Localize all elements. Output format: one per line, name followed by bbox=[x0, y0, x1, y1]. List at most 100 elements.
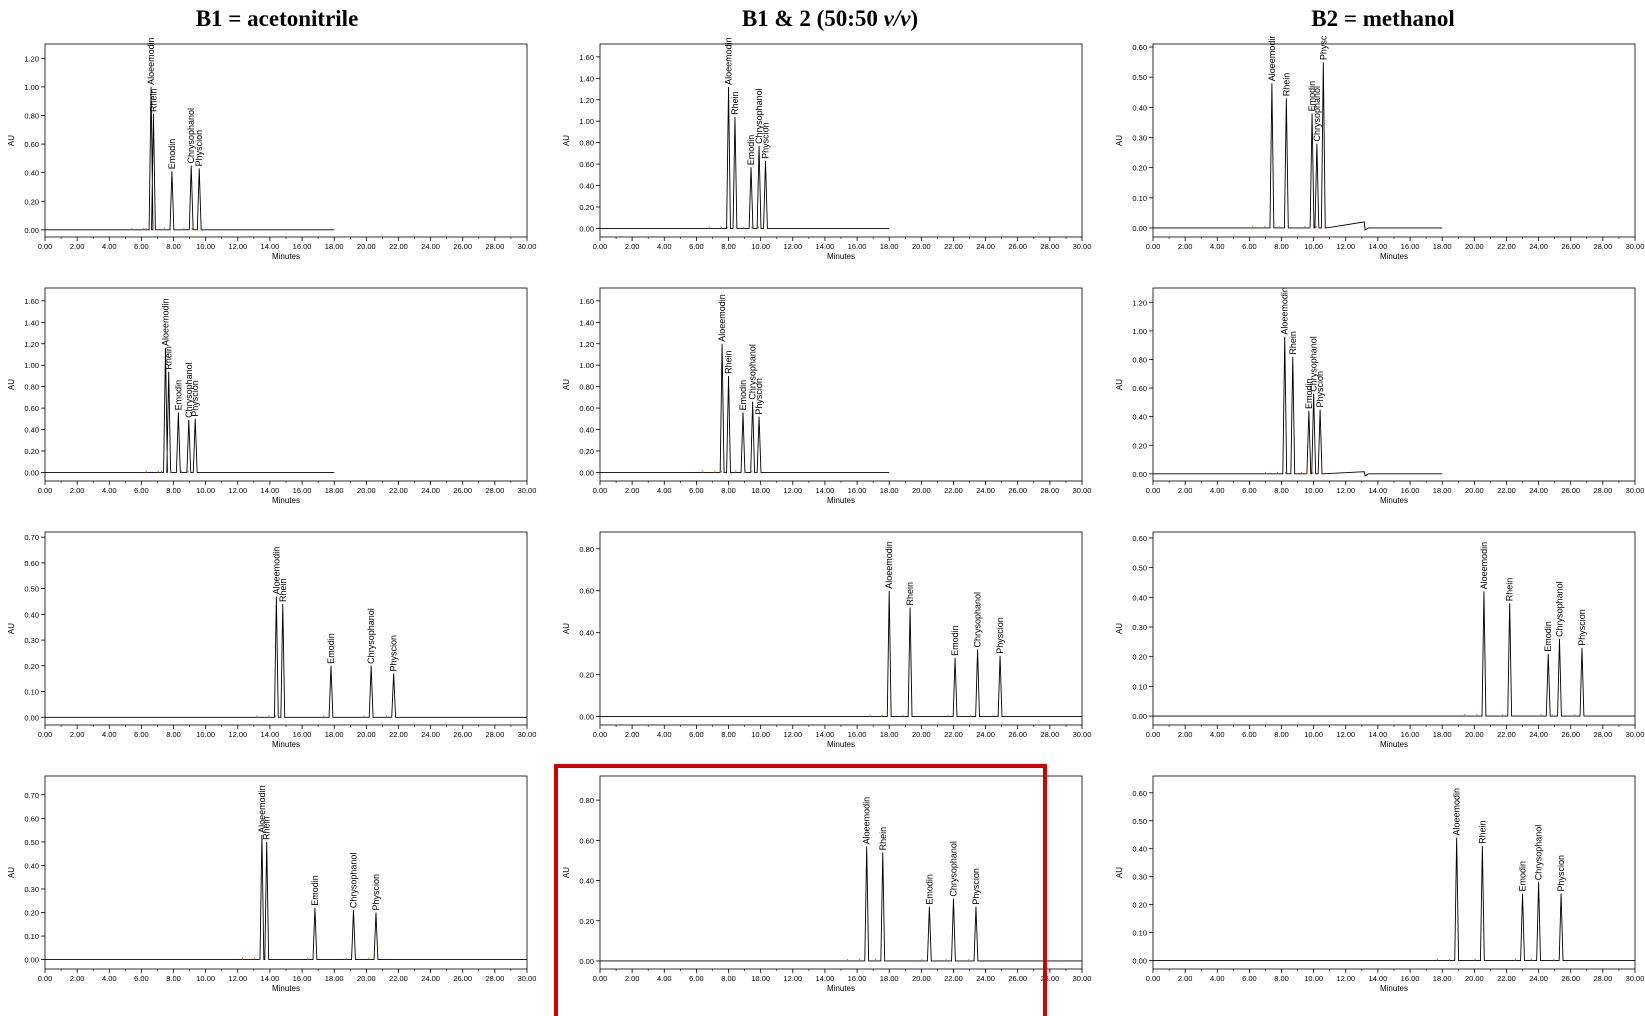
x-tick-label: 12.00 bbox=[783, 974, 802, 983]
chromatogram-trace bbox=[45, 348, 335, 473]
x-tick-label: 22.00 bbox=[1497, 242, 1516, 251]
chromatogram-trace bbox=[1153, 336, 1443, 477]
chromatogram-panel-r1-c2: 0.00 0.20 0.40 0.60 0.80 1.00 1.20 AU 0.00 2.00 4.… bbox=[1115, 287, 1644, 505]
peak-label: Aloeemodin bbox=[271, 547, 281, 595]
x-tick-label: 0.00 bbox=[38, 242, 53, 251]
x-tick-label: 8.00 bbox=[1274, 974, 1289, 983]
y-tick-label: 0.20 bbox=[1132, 653, 1147, 662]
peak-label: Aloeemodin bbox=[1479, 542, 1489, 590]
peak-label: Aloeemodin bbox=[1452, 788, 1462, 836]
x-tick-label: 28.00 bbox=[485, 486, 504, 495]
peak-label: Physcion bbox=[760, 122, 770, 159]
x-tick-label: 14.00 bbox=[261, 974, 280, 983]
x-tick-label: 20.00 bbox=[1465, 486, 1484, 495]
x-tick-label: 14.00 bbox=[261, 486, 280, 495]
x-tick-label: 24.00 bbox=[976, 242, 995, 251]
column-title-b1: B1 = acetonitrile bbox=[195, 6, 359, 31]
peak-label: Emodin bbox=[167, 139, 177, 170]
peak-label: Emodin bbox=[1307, 81, 1317, 112]
y-tick-label: 0.10 bbox=[24, 688, 39, 697]
peak-label: Aloeemodin bbox=[1280, 287, 1290, 335]
x-tick-label: 30.00 bbox=[1073, 242, 1092, 251]
x-tick-label: 20.00 bbox=[912, 974, 931, 983]
peak-label: Aloeemodin bbox=[146, 37, 156, 85]
x-tick-label: 14.00 bbox=[261, 730, 280, 739]
x-tick-label: 6.00 bbox=[689, 242, 704, 251]
x-tick-label: 24.00 bbox=[976, 974, 995, 983]
x-tick-label: 30.00 bbox=[1073, 974, 1092, 983]
x-tick-label: 18.00 bbox=[880, 242, 899, 251]
y-tick-label: 0.10 bbox=[1132, 682, 1147, 691]
peak-label: Physcion bbox=[190, 380, 200, 417]
peak-label: Aloeemodin bbox=[161, 299, 171, 347]
x-tick-label: 6.00 bbox=[689, 730, 704, 739]
y-tick-label: 0.60 bbox=[579, 587, 594, 596]
x-tick-label: 26.00 bbox=[1561, 486, 1580, 495]
y-tick-label: 1.20 bbox=[24, 340, 39, 349]
y-tick-label: 0.20 bbox=[24, 662, 39, 671]
x-tick-label: 12.00 bbox=[783, 242, 802, 251]
y-tick-label: 1.00 bbox=[579, 361, 594, 370]
y-tick-label: 0.70 bbox=[24, 533, 39, 542]
peak-label: Emodin bbox=[1543, 621, 1553, 652]
y-tick-label: 0.20 bbox=[579, 917, 594, 926]
y-tick-label: 0.20 bbox=[1132, 441, 1147, 450]
peak-label: Emodin bbox=[950, 625, 960, 656]
peak-label: Rhein bbox=[730, 91, 740, 115]
x-tick-label: 18.00 bbox=[325, 242, 344, 251]
x-tick-label: 6.00 bbox=[1242, 730, 1257, 739]
x-tick-label: 22.00 bbox=[389, 730, 408, 739]
x-tick-label: 12.00 bbox=[228, 486, 247, 495]
y-tick-label: 1.60 bbox=[579, 297, 594, 306]
y-tick-label: 0.40 bbox=[1132, 845, 1147, 854]
column-title-mix-unit: v/v bbox=[883, 6, 911, 31]
x-axis-label: Minutes bbox=[1380, 740, 1408, 749]
y-tick-label: 0.80 bbox=[24, 111, 39, 120]
y-tick-label: 0.50 bbox=[24, 585, 39, 594]
x-tick-label: 0.00 bbox=[1146, 730, 1161, 739]
y-tick-label: 1.20 bbox=[1132, 298, 1147, 307]
x-tick-label: 16.00 bbox=[848, 730, 867, 739]
y-tick-label: 0.50 bbox=[1132, 564, 1147, 573]
chromatogram-panel-r0-c1: 0.00 0.20 0.40 0.60 0.80 1.00 1.20 1.40 1.60 AU 0.… bbox=[562, 37, 1092, 261]
x-tick-label: 26.00 bbox=[1008, 242, 1027, 251]
x-tick-label: 2.00 bbox=[1178, 486, 1193, 495]
y-tick-label: 0.20 bbox=[24, 447, 39, 456]
x-tick-label: 20.00 bbox=[357, 730, 376, 739]
x-tick-label: 28.00 bbox=[1593, 242, 1612, 251]
x-tick-label: 22.00 bbox=[944, 974, 963, 983]
x-tick-label: 22.00 bbox=[944, 730, 963, 739]
y-tick-label: 0.00 bbox=[1132, 712, 1147, 721]
x-tick-label: 4.00 bbox=[657, 242, 672, 251]
x-tick-label: 2.00 bbox=[625, 730, 640, 739]
peak-label: Chrysophanol bbox=[754, 88, 764, 144]
y-tick-label: 0.00 bbox=[1132, 470, 1147, 479]
plot-frame bbox=[599, 531, 1083, 726]
peak-label: Physcion bbox=[971, 868, 981, 905]
x-tick-label: 16.00 bbox=[293, 730, 312, 739]
y-tick-label: 0.40 bbox=[1132, 103, 1147, 112]
x-tick-label: 22.00 bbox=[944, 242, 963, 251]
x-tick-label: 22.00 bbox=[1497, 486, 1516, 495]
y-axis-label: AU bbox=[7, 379, 16, 390]
y-tick-label: 0.60 bbox=[579, 160, 594, 169]
y-tick-label: 0.40 bbox=[1132, 413, 1147, 422]
x-tick-label: 18.00 bbox=[880, 730, 899, 739]
x-tick-label: 28.00 bbox=[1040, 730, 1059, 739]
peak-label: Aloeemodin bbox=[884, 541, 894, 589]
x-tick-label: 16.00 bbox=[848, 486, 867, 495]
y-axis-label: AU bbox=[7, 135, 16, 146]
x-tick-label: 24.00 bbox=[421, 486, 440, 495]
x-tick-label: 10.00 bbox=[1304, 730, 1323, 739]
x-tick-label: 22.00 bbox=[389, 486, 408, 495]
x-axis-label: Minutes bbox=[272, 740, 300, 749]
chromatogram-panel-r2-c2: 0.00 0.10 0.20 0.30 0.40 0.50 0.60 AU 0.00 2.00 4.… bbox=[1115, 531, 1644, 749]
x-tick-label: 22.00 bbox=[1497, 730, 1516, 739]
y-tick-label: 0.40 bbox=[24, 861, 39, 870]
y-tick-label: 0.60 bbox=[24, 140, 39, 149]
x-tick-label: 6.00 bbox=[689, 974, 704, 983]
x-tick-label: 30.00 bbox=[518, 242, 537, 251]
peak-label: Aloeemodin bbox=[1267, 36, 1277, 81]
y-axis-label: AU bbox=[562, 867, 571, 878]
x-tick-label: 4.00 bbox=[102, 730, 117, 739]
